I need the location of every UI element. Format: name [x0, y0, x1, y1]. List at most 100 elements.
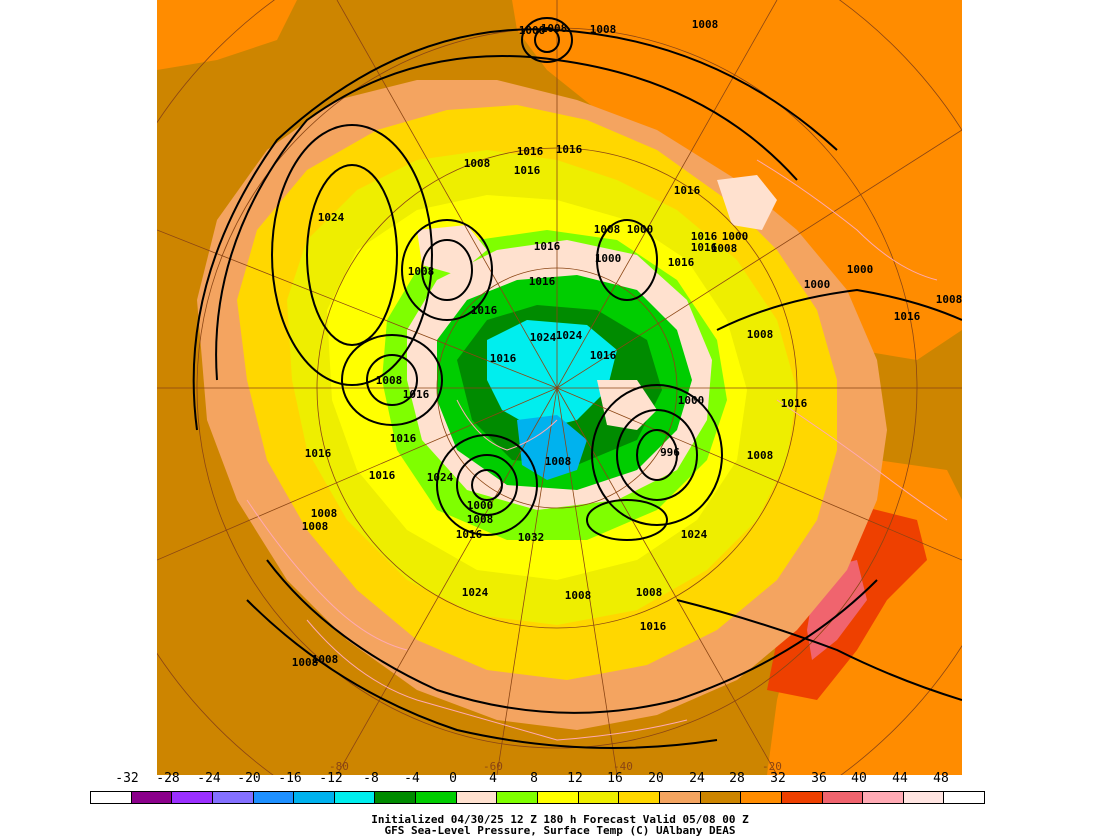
isobar — [456, 454, 518, 516]
isobar-label: 1008 — [747, 449, 774, 462]
isobar-label: 1008 — [519, 24, 546, 37]
longitude-labels: -80 -60 -40 -20 — [329, 760, 782, 773]
isobar-label: 1008 — [747, 328, 774, 341]
isobar — [266, 559, 878, 714]
colorbar-tick: 0 — [449, 771, 457, 786]
isobar-label: 1024 — [318, 211, 345, 224]
isobar-label: 1008 — [636, 586, 663, 599]
isobar — [192, 28, 838, 431]
isobar-label: 1008 — [594, 223, 621, 236]
isobar-label: 1016 — [529, 275, 556, 288]
isobar-label: 1008 — [292, 656, 319, 669]
isobar-label: 1016 — [490, 352, 517, 365]
colorbar-tick: 12 — [567, 771, 583, 786]
caption: Initialized 04/30/25 12 Z 180 h Forecast… — [0, 814, 1120, 836]
colorbar-swatch — [538, 792, 579, 803]
meridian-line — [157, 387, 558, 561]
isobar — [586, 499, 668, 541]
temperature-field-minus8c — [487, 320, 617, 430]
colorbar-swatch — [822, 792, 864, 803]
caption-line-2: GFS Sea-Level Pressure, Surface Temp (C)… — [384, 824, 736, 837]
isobar-label: 1008 — [467, 513, 494, 526]
colorbar-tick: 8 — [530, 771, 538, 786]
map-panel: -80 -60 -40 -20 1008 1008 1008 1016 1016… — [157, 0, 962, 775]
colorbar-tick: 40 — [851, 771, 867, 786]
colorbar-swatch — [253, 792, 295, 803]
coastlines — [246, 159, 948, 741]
isobar-label: 1016 — [668, 256, 695, 269]
isobar-labels: 1008 1008 1008 1016 1016 1008 1008 1016 … — [292, 18, 962, 669]
colorbar-swatch — [619, 792, 660, 803]
temperature-field-4c — [417, 225, 487, 275]
isobar-label: 1000 — [627, 223, 654, 236]
isobar-label: 1016 — [781, 397, 808, 410]
isobar-label: 996 — [660, 446, 680, 459]
isobar-label: 1016 — [369, 469, 396, 482]
colorbar-swatch — [416, 792, 457, 803]
isobar — [716, 288, 962, 331]
isobar-label: 1008 — [312, 653, 339, 666]
isobar — [341, 334, 443, 426]
isobar-label: 1008 — [545, 455, 572, 468]
colorbar-tick-labels: -32 -28 -24 -20 -16 -12 -8 -4 0 4 8 12 1… — [0, 771, 1120, 787]
colorbar-tick: 36 — [811, 771, 827, 786]
meridian-line — [336, 387, 558, 775]
isobar-label: 1016 — [456, 528, 483, 541]
isobar-label: 1016 — [534, 240, 561, 253]
isobar — [534, 27, 560, 53]
colorbar-tick: 20 — [648, 771, 664, 786]
isobar — [366, 354, 418, 406]
colorbar-swatch — [781, 792, 823, 803]
isobar-label: 1008 — [936, 293, 962, 306]
isobar-label: 1000 — [678, 394, 705, 407]
colorbar-swatch — [863, 792, 904, 803]
isobar-label: 1016 — [691, 241, 718, 254]
isobar — [521, 17, 573, 63]
temperature-field-4c — [717, 175, 777, 230]
colorbar-swatch — [659, 792, 701, 803]
isobar-label: 1008 — [464, 157, 491, 170]
meridian-line — [496, 387, 558, 775]
isobar-label: 1008 — [541, 22, 568, 35]
isobar-contours — [192, 17, 962, 749]
colorbar-swatch — [131, 792, 173, 803]
colorbar-tick: 32 — [770, 771, 786, 786]
isobar-label: 1016 — [590, 349, 617, 362]
isobar-label: 1000 — [722, 230, 749, 243]
colorbar-swatch — [903, 792, 945, 803]
meridian-line — [556, 129, 962, 389]
isobar-label: 1032 — [518, 531, 545, 544]
longitude-label: -80 — [329, 760, 349, 773]
temperature-field-32c — [157, 0, 297, 70]
isobar-label: 1016 — [556, 143, 583, 156]
isobar-label: 1016 — [674, 184, 701, 197]
isobar-label: 1024 — [681, 528, 708, 541]
isobar-label: 1016 — [640, 620, 667, 633]
colorbar-swatch — [172, 792, 213, 803]
isobar — [596, 219, 658, 301]
isobar-label: 1000 — [467, 499, 494, 512]
isobar-label: 1000 — [804, 278, 831, 291]
caption-line-1: Initialized 04/30/25 12 Z 180 h Forecast… — [371, 813, 749, 826]
isobar-label: 1024 — [556, 329, 583, 342]
isobar-label: 1008 — [302, 520, 329, 533]
meridian-line — [157, 229, 558, 389]
longitude-label: -60 — [483, 760, 503, 773]
isobar-label: 1000 — [847, 263, 874, 276]
colorbar-swatch — [700, 792, 742, 803]
isobar-label: 1008 — [408, 265, 435, 278]
colorbar-tick: 44 — [892, 771, 908, 786]
isobar — [306, 164, 398, 346]
colorbar-swatch — [375, 792, 417, 803]
temperature-field-4c — [597, 380, 657, 430]
longitude-label: -20 — [762, 760, 782, 773]
isobar-label: 1016 — [390, 432, 417, 445]
meridian-line — [556, 0, 778, 389]
isobar — [246, 599, 718, 749]
colorbar-tick: 16 — [607, 771, 623, 786]
isobar-label: 1016 — [305, 447, 332, 460]
colorbar-swatch — [578, 792, 620, 803]
isobar-label: 1000 — [595, 252, 622, 265]
isobar-label: 1008 — [590, 23, 617, 36]
isobar-label: 1024 — [530, 331, 557, 344]
